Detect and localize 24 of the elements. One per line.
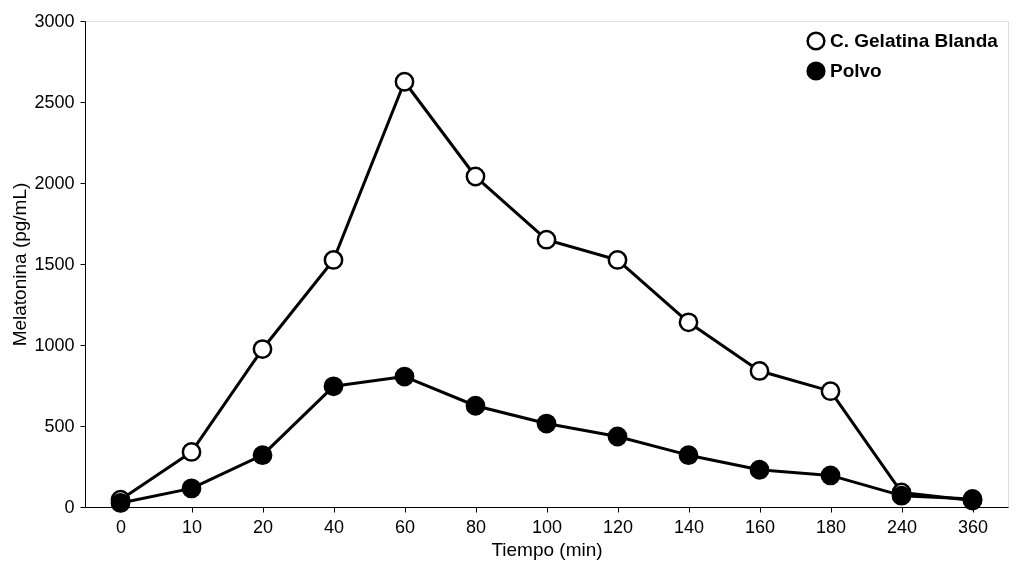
x-tick-label: 60: [394, 516, 416, 537]
x-tick-label: 120: [602, 516, 634, 537]
x-tick-label: 80: [465, 516, 487, 537]
x-tick-label: 10: [181, 516, 203, 537]
x-tick-label: 100: [531, 516, 563, 537]
legend-label: C. Gelatina Blanda: [830, 30, 999, 51]
y-tick-label: 500: [44, 415, 75, 436]
x-tick-label: 160: [744, 516, 776, 537]
x-axis-title: Tiempo (min): [491, 538, 603, 560]
y-tick-label: 3000: [34, 10, 75, 31]
y-axis-title: Melatonina (pg/mL): [9, 182, 31, 347]
y-tick-label: 1500: [34, 253, 75, 274]
x-tick-label: 40: [323, 516, 345, 537]
y-tick-label: 2500: [34, 91, 75, 112]
x-tick-label: 180: [815, 516, 847, 537]
x-tick-label: 140: [673, 516, 705, 537]
y-tick-label: 1000: [34, 334, 75, 355]
x-tick-label: 0: [115, 516, 127, 537]
y-tick-label: 0: [64, 496, 75, 517]
x-tick-label: 240: [886, 516, 918, 537]
x-tick-label: 20: [252, 516, 274, 537]
x-tick-label: 360: [957, 516, 989, 537]
y-tick-label: 2000: [34, 172, 75, 193]
legend-label: Polvo: [830, 60, 882, 81]
